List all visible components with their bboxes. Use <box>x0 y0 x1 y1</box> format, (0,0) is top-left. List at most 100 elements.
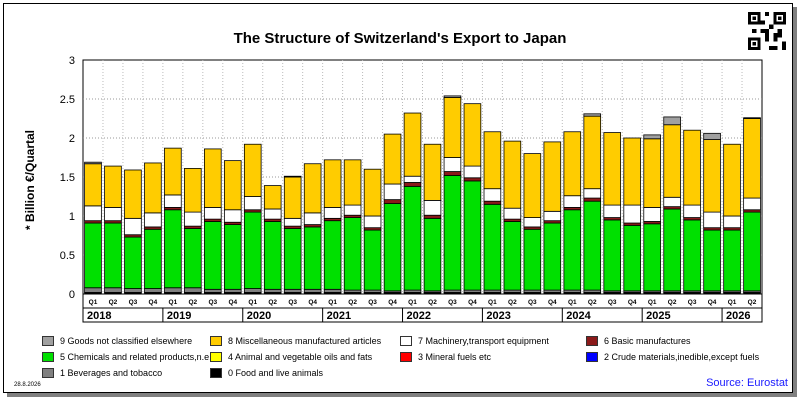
bar-segment <box>683 219 701 292</box>
bar-segment <box>383 199 402 204</box>
bar-segment <box>623 137 641 206</box>
legend-label: 1 Beverages and tobacco <box>60 368 163 378</box>
year-label: 2022 <box>407 310 431 322</box>
legend-swatch <box>400 352 412 362</box>
bar-segment <box>164 287 182 293</box>
legend-label: 7 Machinery,transport equipment <box>418 336 549 346</box>
x-tick-label: Q1 <box>568 299 577 306</box>
legend-swatch <box>42 336 54 346</box>
bar-segment <box>164 147 182 196</box>
bar-segment <box>363 215 382 229</box>
bar-segment <box>623 224 641 292</box>
bar-segment <box>583 188 602 199</box>
legend-swatch <box>42 368 54 378</box>
bar-segment <box>383 203 402 292</box>
bar-segment <box>423 199 442 216</box>
bar-segment <box>104 287 122 293</box>
bar-segment <box>104 222 122 289</box>
x-tick-label: Q2 <box>109 299 118 306</box>
legend-item: 4 Animal and vegetable oils and fats <box>210 352 372 362</box>
x-tick-label: Q3 <box>129 299 138 306</box>
bar-segment <box>463 103 482 167</box>
x-tick-label: Q2 <box>668 299 677 306</box>
bar-segment <box>223 160 242 211</box>
y-tick-label: 3 <box>69 55 75 67</box>
bar-segment <box>363 229 382 291</box>
y-tick-label: 2.5 <box>60 94 75 106</box>
bar-segment <box>603 132 622 206</box>
bar-segment <box>723 229 741 292</box>
chart-title: The Structure of Switzerland's Export to… <box>233 30 567 47</box>
bar-segment <box>144 228 162 289</box>
bar-segment <box>703 229 721 292</box>
bar-segment <box>703 132 721 140</box>
bar-segment <box>363 168 382 217</box>
legend-swatch <box>400 336 412 346</box>
bar-segment <box>483 131 502 190</box>
bar-segment <box>523 217 542 228</box>
y-tick-label: 1 <box>69 211 75 223</box>
bar-segment <box>124 217 142 236</box>
bar-segment <box>663 208 681 292</box>
x-tick-label: Q3 <box>608 299 617 306</box>
bar-segment <box>663 124 681 198</box>
x-tick-label: Q4 <box>708 299 717 306</box>
bar-segment <box>263 185 282 210</box>
bar-segment <box>503 207 522 220</box>
x-tick-label: Q2 <box>508 299 517 306</box>
bar-segment <box>623 204 641 224</box>
x-tick-label: Q1 <box>728 299 737 306</box>
legend-item: 2 Crude materials,inedible,except fuels <box>586 352 759 362</box>
bar-segment <box>84 161 102 165</box>
y-tick-label: 1.5 <box>60 172 75 184</box>
bar-segment <box>164 194 182 208</box>
bar-segment <box>543 222 562 291</box>
bar-segment <box>84 222 102 289</box>
bar-segment <box>743 117 761 119</box>
bar-segment <box>303 288 322 293</box>
bar-segment <box>683 204 701 218</box>
bar-segment <box>184 211 202 227</box>
x-tick-label: Q4 <box>628 299 637 306</box>
legend-label: 0 Food and live animals <box>228 368 324 378</box>
bar-segment <box>303 163 322 214</box>
x-tick-label: Q4 <box>308 299 317 306</box>
x-tick-label: Q2 <box>588 299 597 306</box>
legend-item: 3 Mineral fuels etc <box>400 352 491 362</box>
year-label: 2025 <box>646 310 670 322</box>
bar-segment <box>263 288 282 293</box>
legend-item: 9 Goods not classified elsewhere <box>42 336 192 346</box>
bar-segment <box>583 200 602 291</box>
bar-segment <box>663 116 681 126</box>
x-tick-label: Q3 <box>448 299 457 306</box>
bar-segment <box>643 134 661 140</box>
bar-segment <box>483 188 502 202</box>
x-tick-label: Q1 <box>169 299 178 306</box>
bar-segment <box>443 97 462 158</box>
bar-segment <box>483 200 502 205</box>
bar-segment <box>263 221 282 290</box>
bar-segment <box>223 288 242 293</box>
bar-segment <box>104 165 122 208</box>
legend-item: 1 Beverages and tobacco <box>42 368 162 378</box>
bar-segment <box>84 163 102 207</box>
bar-segment <box>723 215 741 229</box>
legend-label: 6 Basic manufactures <box>604 336 691 346</box>
bar-segment <box>483 203 502 291</box>
legend-swatch <box>586 352 598 362</box>
bar-segment <box>463 177 482 182</box>
x-tick-label: Q2 <box>348 299 357 306</box>
bar-segment <box>204 207 222 220</box>
x-tick-label: Q2 <box>428 299 437 306</box>
bar-segment <box>383 133 402 185</box>
x-tick-label: Q1 <box>408 299 417 306</box>
bar-segment <box>443 157 462 172</box>
x-tick-label: Q4 <box>468 299 477 306</box>
bar-segment <box>563 195 582 208</box>
bar-segment <box>223 209 242 223</box>
bar-segment <box>583 115 602 190</box>
x-tick-label: Q4 <box>388 299 397 306</box>
year-label: 2024 <box>566 310 591 322</box>
legend-label: 3 Mineral fuels etc <box>418 352 492 362</box>
bar-segment <box>84 287 102 293</box>
